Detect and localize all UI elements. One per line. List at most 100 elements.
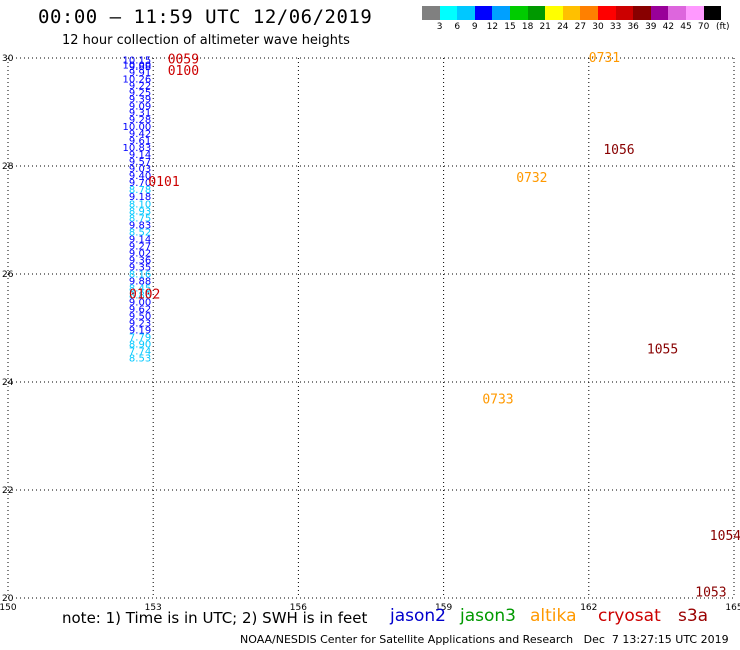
colorbar-tick: 39	[645, 22, 657, 32]
time-label: 1053	[695, 586, 726, 601]
data-label: 7.79	[129, 333, 151, 344]
colorbar-swatch	[562, 6, 581, 20]
data-label: 9.40	[129, 171, 151, 182]
time-label: 1054	[710, 529, 740, 544]
data-label: 8.52	[129, 227, 151, 238]
satellite-cryosat: cryosat	[598, 606, 661, 626]
colorbar-tick: 30	[592, 22, 604, 32]
colorbar-unit: (ft)	[716, 22, 730, 32]
colorbar-tick: 12	[486, 22, 499, 32]
data-label: 8.78	[129, 185, 151, 196]
time-label: 1056	[603, 143, 634, 158]
time-label: 0732	[516, 171, 547, 186]
colorbar-swatch	[545, 6, 563, 20]
data-label: 10.83	[123, 143, 152, 154]
colorbar-tick: 9	[471, 22, 478, 32]
colorbar-tick: 3	[436, 22, 443, 32]
colorbar-tick: 21	[539, 22, 551, 32]
time-label: 0100	[168, 64, 199, 79]
data-label: 9.19	[129, 326, 151, 337]
colorbar-swatch	[457, 6, 475, 20]
time-label: 0059	[168, 53, 199, 68]
data-label: 9.22	[129, 81, 151, 92]
data-label: 9.39	[129, 95, 151, 106]
time-label: 1055	[647, 343, 678, 358]
colorbar-tick: 36	[627, 22, 639, 32]
footer-note: note: 1) Time is in UTC; 2) SWH is in fe…	[62, 609, 368, 627]
time-label: 0102	[129, 288, 160, 303]
data-label: 10.26	[123, 75, 152, 86]
data-label: 9.03	[129, 164, 151, 175]
data-label: 9.00	[129, 298, 151, 309]
data-label: 10.00	[123, 122, 152, 133]
y-tick-label: 22	[2, 486, 13, 496]
colorbar-swatch	[439, 6, 458, 20]
data-label: 9.28	[129, 115, 151, 126]
x-tick-label: 153	[145, 603, 162, 613]
data-label: 9.14	[129, 234, 151, 245]
data-label: 7.74	[129, 347, 151, 358]
data-label: 9.31	[129, 108, 151, 119]
page-subtitle: 12 hour collection of altimeter wave hei…	[62, 33, 350, 48]
time-label: 0733	[482, 392, 513, 407]
data-label: 9.36	[129, 255, 151, 266]
x-tick-label: 159	[435, 603, 452, 613]
data-label: 9.14	[129, 150, 151, 161]
satellite-jason3: jason3	[460, 606, 516, 626]
data-label: 9.27	[129, 241, 151, 252]
data-label: 8.90	[129, 340, 151, 351]
y-tick-label: 30	[2, 54, 14, 64]
data-label: 8.93	[129, 206, 151, 217]
colorbar-swatch	[650, 6, 669, 20]
data-label: 9.02	[129, 248, 151, 259]
colorbar	[422, 6, 722, 20]
colorbar-tick: 27	[574, 22, 587, 32]
x-tick-label: 162	[580, 603, 597, 613]
colorbar-ticks: 3 6 9 12 15 18 21 24 27 30 33 36 39 42 45 70	[422, 22, 727, 36]
data-label: 9.35	[129, 262, 151, 273]
colorbar-swatch	[615, 6, 634, 20]
page-title: 00:00 – 11:59 UTC 12/06/2019	[38, 6, 373, 28]
colorbar-swatch	[633, 6, 651, 20]
data-label: 9.25	[129, 88, 151, 99]
time-label: 0731	[589, 51, 620, 66]
data-label: 9.83	[129, 220, 151, 231]
colorbar-swatch	[580, 6, 598, 20]
colorbar-tick: 18	[521, 22, 534, 32]
colorbar-tick: 70	[697, 22, 710, 32]
satellite-s3a: s3a	[678, 606, 709, 626]
time-label: 0101	[148, 175, 179, 190]
colorbar-swatch	[703, 6, 722, 20]
satellite-jason2: jason2	[390, 606, 446, 626]
data-label: 9.57	[129, 157, 151, 168]
data-label: 9.70	[129, 178, 151, 189]
data-label: 9.61	[129, 136, 151, 147]
colorbar-tick: 45	[680, 22, 692, 32]
colorbar-swatch	[685, 6, 704, 20]
colorbar-tick: 42	[662, 22, 675, 32]
colorbar-swatch	[474, 6, 493, 20]
colorbar-swatch	[492, 6, 510, 20]
data-label: 8.16	[129, 269, 151, 280]
data-label: 8.10	[129, 199, 151, 210]
footer-credit: NOAA/NESDIS Center for Satellite Applica…	[240, 633, 729, 646]
data-label: 8.45	[129, 284, 151, 295]
colorbar-swatch	[668, 6, 686, 20]
satellite-altika: altika	[530, 606, 577, 626]
data-label: 9.50	[129, 312, 151, 323]
x-tick-label: 165	[725, 603, 740, 613]
data-label: 9.62	[129, 305, 151, 316]
colorbar-tick: 33	[609, 22, 622, 32]
y-tick-label: 24	[2, 378, 14, 388]
x-tick-label: 150	[0, 603, 17, 613]
colorbar-tick: 24	[557, 22, 569, 32]
data-label: 10.15	[123, 56, 152, 67]
colorbar-swatch	[422, 6, 440, 20]
data-label: 9.23	[129, 319, 151, 330]
data-label: 9.91	[129, 68, 151, 79]
y-tick-label: 26	[2, 270, 14, 280]
colorbar-swatch	[509, 6, 528, 20]
data-label: 8.85	[129, 291, 151, 302]
data-label: 9.88	[129, 62, 151, 73]
